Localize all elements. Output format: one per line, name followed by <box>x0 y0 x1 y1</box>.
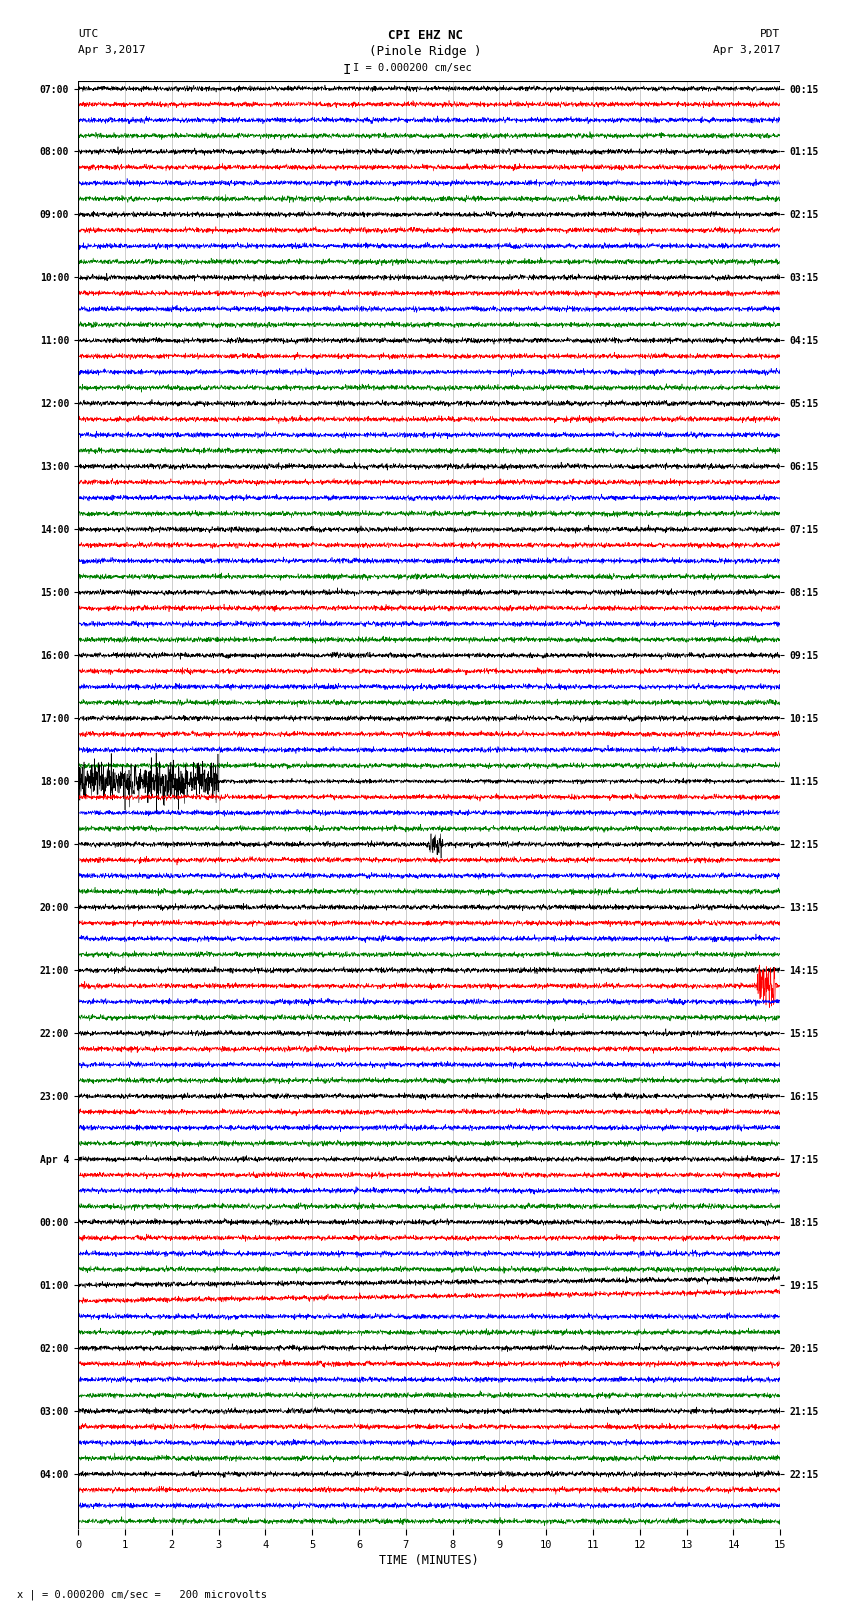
Text: (Pinole Ridge ): (Pinole Ridge ) <box>369 45 481 58</box>
Text: UTC: UTC <box>78 29 99 39</box>
Text: Apr 3,2017: Apr 3,2017 <box>713 45 780 55</box>
Text: x | = 0.000200 cm/sec =   200 microvolts: x | = 0.000200 cm/sec = 200 microvolts <box>17 1589 267 1600</box>
Text: PDT: PDT <box>760 29 780 39</box>
Text: I: I <box>343 63 351 77</box>
Text: Apr 3,2017: Apr 3,2017 <box>78 45 145 55</box>
Text: CPI EHZ NC: CPI EHZ NC <box>388 29 462 42</box>
Text: I = 0.000200 cm/sec: I = 0.000200 cm/sec <box>353 63 472 73</box>
X-axis label: TIME (MINUTES): TIME (MINUTES) <box>379 1553 479 1566</box>
